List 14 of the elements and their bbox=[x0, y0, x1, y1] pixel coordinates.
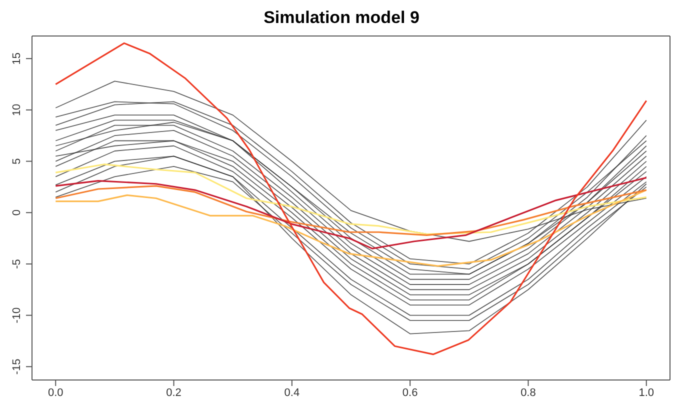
y-tick-label: 0 bbox=[11, 210, 23, 216]
x-tick-label: 0.4 bbox=[284, 386, 300, 399]
x-tick-label: 0.6 bbox=[402, 386, 418, 399]
y-tick-label: -15 bbox=[11, 358, 23, 375]
chart-title: Simulation model 9 bbox=[262, 8, 420, 28]
x-tick-label: 0.0 bbox=[48, 386, 64, 399]
y-tick-label: 15 bbox=[11, 52, 23, 65]
x-tick-label: 1.0 bbox=[638, 386, 654, 399]
x-tick-label: 0.2 bbox=[166, 386, 182, 399]
x-tick-label: 0.8 bbox=[520, 386, 536, 399]
y-tick-label: 5 bbox=[11, 158, 23, 164]
y-tick-label: 10 bbox=[11, 104, 23, 116]
y-tick-label: -5 bbox=[11, 259, 23, 269]
y-tick-label: -10 bbox=[11, 307, 23, 324]
